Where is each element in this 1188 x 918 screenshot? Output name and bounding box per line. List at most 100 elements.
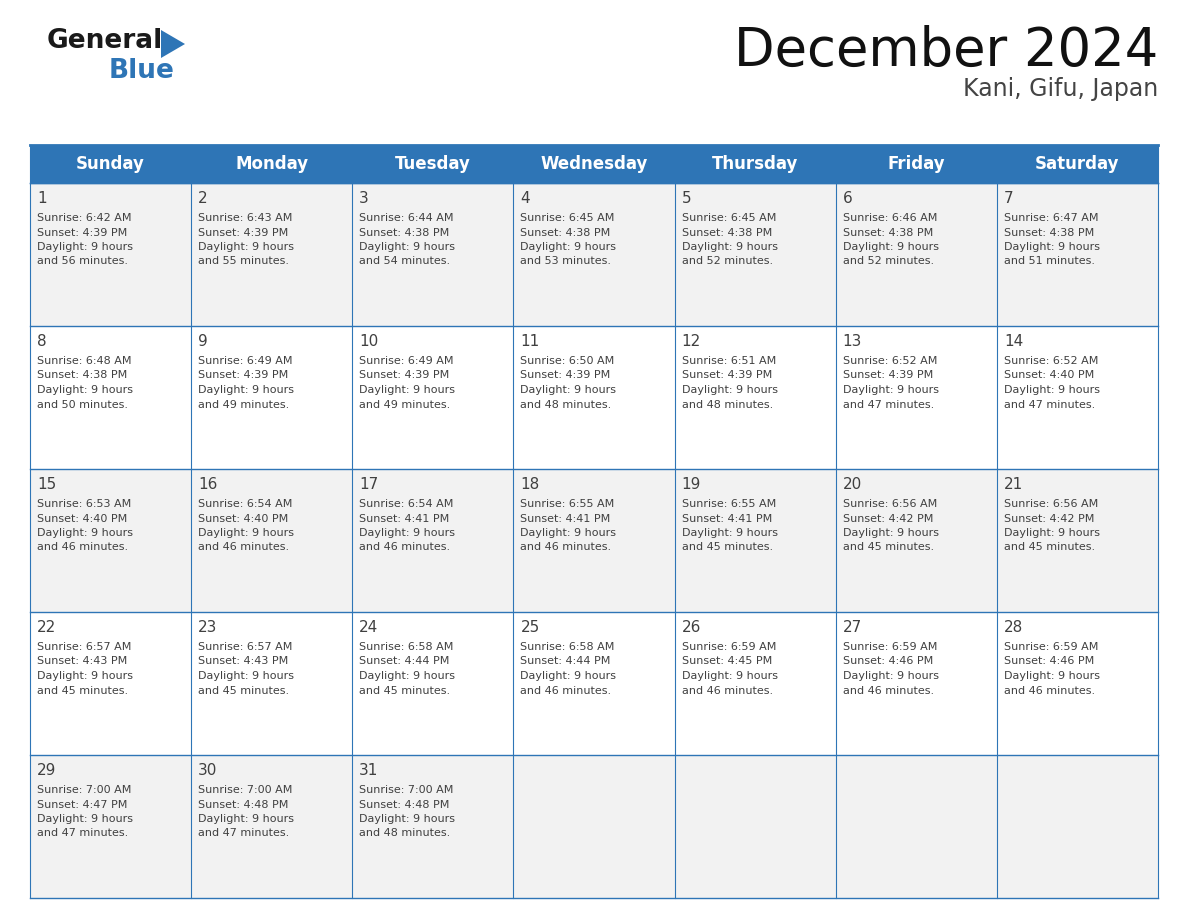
Text: Sunrise: 6:43 AM: Sunrise: 6:43 AM bbox=[198, 213, 292, 223]
Text: Sunset: 4:43 PM: Sunset: 4:43 PM bbox=[198, 656, 289, 666]
Text: and 49 minutes.: and 49 minutes. bbox=[198, 399, 290, 409]
Text: and 55 minutes.: and 55 minutes. bbox=[198, 256, 289, 266]
Text: Wednesday: Wednesday bbox=[541, 155, 647, 173]
Text: Daylight: 9 hours: Daylight: 9 hours bbox=[37, 671, 133, 681]
Text: 19: 19 bbox=[682, 477, 701, 492]
Text: Sunrise: 6:53 AM: Sunrise: 6:53 AM bbox=[37, 499, 131, 509]
Text: Sunrise: 6:52 AM: Sunrise: 6:52 AM bbox=[842, 356, 937, 366]
Text: December 2024: December 2024 bbox=[734, 25, 1158, 77]
Text: 30: 30 bbox=[198, 763, 217, 778]
Text: Sunrise: 6:59 AM: Sunrise: 6:59 AM bbox=[1004, 642, 1098, 652]
Text: Sunrise: 6:54 AM: Sunrise: 6:54 AM bbox=[359, 499, 454, 509]
Text: and 47 minutes.: and 47 minutes. bbox=[198, 829, 290, 838]
Text: Daylight: 9 hours: Daylight: 9 hours bbox=[198, 242, 295, 252]
Text: and 45 minutes.: and 45 minutes. bbox=[198, 686, 289, 696]
Text: Sunrise: 6:55 AM: Sunrise: 6:55 AM bbox=[682, 499, 776, 509]
Text: and 47 minutes.: and 47 minutes. bbox=[842, 399, 934, 409]
Bar bbox=[30, 145, 1158, 183]
Text: Sunrise: 6:58 AM: Sunrise: 6:58 AM bbox=[359, 642, 454, 652]
Text: Sunrise: 6:59 AM: Sunrise: 6:59 AM bbox=[842, 642, 937, 652]
Text: Tuesday: Tuesday bbox=[394, 155, 470, 173]
Text: 7: 7 bbox=[1004, 191, 1013, 206]
Text: Saturday: Saturday bbox=[1035, 155, 1119, 173]
Text: and 46 minutes.: and 46 minutes. bbox=[1004, 686, 1095, 696]
Text: 2: 2 bbox=[198, 191, 208, 206]
Text: Sunset: 4:40 PM: Sunset: 4:40 PM bbox=[1004, 371, 1094, 380]
Text: Daylight: 9 hours: Daylight: 9 hours bbox=[37, 814, 133, 824]
Text: Sunset: 4:39 PM: Sunset: 4:39 PM bbox=[520, 371, 611, 380]
Text: and 46 minutes.: and 46 minutes. bbox=[198, 543, 289, 553]
Text: Sunrise: 6:55 AM: Sunrise: 6:55 AM bbox=[520, 499, 614, 509]
Text: Sunset: 4:38 PM: Sunset: 4:38 PM bbox=[1004, 228, 1094, 238]
Text: and 45 minutes.: and 45 minutes. bbox=[682, 543, 772, 553]
Text: Daylight: 9 hours: Daylight: 9 hours bbox=[682, 528, 778, 538]
Text: Daylight: 9 hours: Daylight: 9 hours bbox=[520, 385, 617, 395]
Text: Daylight: 9 hours: Daylight: 9 hours bbox=[520, 528, 617, 538]
Text: Sunset: 4:38 PM: Sunset: 4:38 PM bbox=[842, 228, 933, 238]
Text: Daylight: 9 hours: Daylight: 9 hours bbox=[520, 242, 617, 252]
Text: and 45 minutes.: and 45 minutes. bbox=[842, 543, 934, 553]
Text: 12: 12 bbox=[682, 334, 701, 349]
Text: Kani, Gifu, Japan: Kani, Gifu, Japan bbox=[962, 77, 1158, 101]
Text: Sunset: 4:48 PM: Sunset: 4:48 PM bbox=[359, 800, 450, 810]
Text: Sunrise: 6:57 AM: Sunrise: 6:57 AM bbox=[37, 642, 132, 652]
Bar bbox=[30, 183, 1158, 326]
Text: 28: 28 bbox=[1004, 620, 1023, 635]
Text: Daylight: 9 hours: Daylight: 9 hours bbox=[842, 242, 939, 252]
Text: Sunrise: 6:54 AM: Sunrise: 6:54 AM bbox=[198, 499, 292, 509]
Text: and 48 minutes.: and 48 minutes. bbox=[520, 399, 612, 409]
Text: Daylight: 9 hours: Daylight: 9 hours bbox=[359, 814, 455, 824]
Text: Sunset: 4:39 PM: Sunset: 4:39 PM bbox=[682, 371, 772, 380]
Text: Sunrise: 6:49 AM: Sunrise: 6:49 AM bbox=[198, 356, 292, 366]
Text: 16: 16 bbox=[198, 477, 217, 492]
Text: Sunset: 4:44 PM: Sunset: 4:44 PM bbox=[359, 656, 450, 666]
Text: Daylight: 9 hours: Daylight: 9 hours bbox=[1004, 671, 1100, 681]
Text: Sunrise: 6:47 AM: Sunrise: 6:47 AM bbox=[1004, 213, 1099, 223]
Text: Sunrise: 6:52 AM: Sunrise: 6:52 AM bbox=[1004, 356, 1098, 366]
Text: Daylight: 9 hours: Daylight: 9 hours bbox=[520, 671, 617, 681]
Text: Monday: Monday bbox=[235, 155, 308, 173]
Text: 8: 8 bbox=[37, 334, 46, 349]
Text: Sunset: 4:38 PM: Sunset: 4:38 PM bbox=[37, 371, 127, 380]
Text: 3: 3 bbox=[359, 191, 369, 206]
Text: 21: 21 bbox=[1004, 477, 1023, 492]
Text: Sunset: 4:46 PM: Sunset: 4:46 PM bbox=[1004, 656, 1094, 666]
Text: Sunset: 4:39 PM: Sunset: 4:39 PM bbox=[198, 371, 289, 380]
Text: 6: 6 bbox=[842, 191, 853, 206]
Text: 9: 9 bbox=[198, 334, 208, 349]
Text: 26: 26 bbox=[682, 620, 701, 635]
Text: Daylight: 9 hours: Daylight: 9 hours bbox=[37, 528, 133, 538]
Text: General: General bbox=[48, 28, 163, 54]
Text: 13: 13 bbox=[842, 334, 862, 349]
Text: Sunrise: 6:46 AM: Sunrise: 6:46 AM bbox=[842, 213, 937, 223]
Text: Daylight: 9 hours: Daylight: 9 hours bbox=[198, 385, 295, 395]
Text: Daylight: 9 hours: Daylight: 9 hours bbox=[842, 385, 939, 395]
Text: and 46 minutes.: and 46 minutes. bbox=[520, 686, 612, 696]
Text: and 46 minutes.: and 46 minutes. bbox=[842, 686, 934, 696]
Text: and 46 minutes.: and 46 minutes. bbox=[682, 686, 772, 696]
Text: Daylight: 9 hours: Daylight: 9 hours bbox=[198, 528, 295, 538]
Text: Sunset: 4:44 PM: Sunset: 4:44 PM bbox=[520, 656, 611, 666]
Text: 10: 10 bbox=[359, 334, 379, 349]
Text: and 46 minutes.: and 46 minutes. bbox=[37, 543, 128, 553]
Text: Sunset: 4:48 PM: Sunset: 4:48 PM bbox=[198, 800, 289, 810]
Text: Sunrise: 6:49 AM: Sunrise: 6:49 AM bbox=[359, 356, 454, 366]
Text: Sunset: 4:38 PM: Sunset: 4:38 PM bbox=[520, 228, 611, 238]
Text: Sunset: 4:40 PM: Sunset: 4:40 PM bbox=[198, 513, 289, 523]
Text: Daylight: 9 hours: Daylight: 9 hours bbox=[682, 671, 778, 681]
Text: 31: 31 bbox=[359, 763, 379, 778]
Text: Daylight: 9 hours: Daylight: 9 hours bbox=[359, 242, 455, 252]
Text: Sunset: 4:39 PM: Sunset: 4:39 PM bbox=[198, 228, 289, 238]
Text: Sunset: 4:43 PM: Sunset: 4:43 PM bbox=[37, 656, 127, 666]
Text: and 49 minutes.: and 49 minutes. bbox=[359, 399, 450, 409]
Text: and 53 minutes.: and 53 minutes. bbox=[520, 256, 612, 266]
Text: Sunrise: 6:45 AM: Sunrise: 6:45 AM bbox=[682, 213, 776, 223]
Text: Sunrise: 6:44 AM: Sunrise: 6:44 AM bbox=[359, 213, 454, 223]
Text: Sunrise: 6:42 AM: Sunrise: 6:42 AM bbox=[37, 213, 132, 223]
Text: and 56 minutes.: and 56 minutes. bbox=[37, 256, 128, 266]
Bar bbox=[30, 755, 1158, 898]
Text: 15: 15 bbox=[37, 477, 56, 492]
Text: Sunset: 4:40 PM: Sunset: 4:40 PM bbox=[37, 513, 127, 523]
Text: Sunset: 4:41 PM: Sunset: 4:41 PM bbox=[359, 513, 449, 523]
Text: 29: 29 bbox=[37, 763, 56, 778]
